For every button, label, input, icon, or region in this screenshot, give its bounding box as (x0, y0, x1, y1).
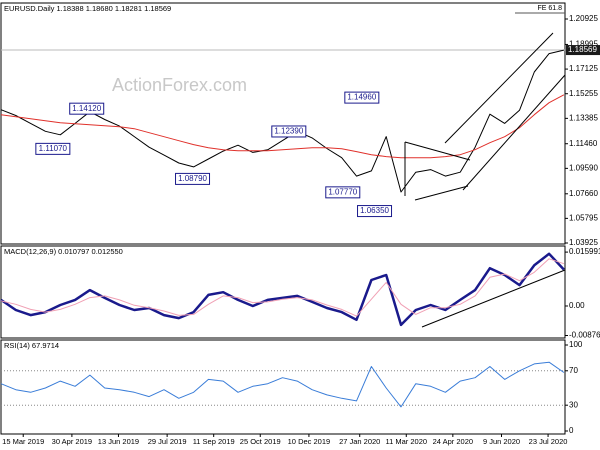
x-tick-label: 15 Mar 2019 (2, 437, 44, 446)
y-tick-label: 0.015991 (569, 247, 600, 256)
annotation-box (325, 186, 361, 199)
annotation-box (35, 142, 71, 155)
triangle-top (404, 141, 471, 161)
annotation-label: 1.14960 (347, 93, 376, 102)
y-tick-label: 1.03925 (569, 238, 598, 247)
x-tick-label: 11 Sep 2019 (193, 437, 235, 446)
y-tick-label: 100 (569, 340, 583, 349)
annotation-box (344, 91, 380, 104)
y-tick-label: 1.07660 (569, 189, 598, 198)
series-line (0, 94, 565, 159)
annotation-box (69, 102, 105, 115)
annotation-label: 1.07770 (328, 187, 357, 196)
annotation-label: 1.06350 (360, 206, 389, 215)
annotation-label: 1.11070 (39, 144, 68, 153)
panel-frame (0, 339, 566, 435)
watermark: ActionForex.com (112, 75, 247, 95)
x-tick-label: 30 Apr 2019 (52, 437, 92, 446)
annotation-box (175, 172, 211, 185)
y-tick-label: 1.13385 (569, 113, 598, 122)
y-tick-label: 0.00 (569, 301, 585, 310)
x-tick-label: 10 Dec 2019 (288, 437, 331, 446)
annotation-box (357, 205, 393, 218)
triangle-bottom (414, 185, 469, 201)
y-tick-label: 0 (569, 426, 574, 435)
fe-label: FE 61.8 (537, 5, 562, 12)
x-tick-label: 25 Oct 2019 (240, 437, 281, 446)
x-tick-label: 29 Jul 2019 (148, 437, 187, 446)
channel-bottom (462, 74, 566, 191)
annotation-box (271, 125, 307, 138)
y-tick-label: 1.17125 (569, 64, 598, 73)
y-tick-label: 1.20925 (569, 14, 598, 23)
y-tick-label: 30 (569, 400, 578, 409)
panel-title: EURUSD.Daily 1.18388 1.18680 1.18281 1.1… (4, 4, 171, 13)
price-box (566, 45, 600, 56)
panel-frame (0, 245, 566, 339)
x-tick-label: 24 Apr 2020 (433, 437, 473, 446)
channel-top (444, 32, 554, 144)
series-line (0, 258, 565, 317)
y-tick-label: 1.18995 (569, 40, 598, 49)
price-box-label: 1.18569 (568, 45, 597, 54)
y-tick-label: 1.15255 (569, 89, 598, 98)
x-tick-label: 27 Jan 2020 (339, 437, 380, 446)
panel-frame (0, 2, 566, 245)
series-line (0, 361, 565, 408)
x-tick-label: 9 Jun 2020 (483, 437, 520, 446)
y-tick-label: 70 (569, 366, 578, 375)
x-tick-label: 13 Jun 2019 (98, 437, 139, 446)
y-tick-label: 1.05795 (569, 213, 598, 222)
panel-title: RSI(14) 67.9714 (4, 341, 59, 350)
y-tick-label: 1.09590 (569, 163, 598, 172)
x-tick-label: 11 Mar 2020 (385, 437, 427, 446)
y-tick-label: 1.11460 (569, 139, 598, 148)
series-line (0, 252, 565, 327)
y-tick-label: -0.00876 (569, 331, 600, 340)
trendlines (404, 32, 566, 328)
annotation-label: 1.12390 (274, 127, 303, 136)
annotation-label: 1.08790 (178, 174, 207, 183)
panel-title: MACD(12,26,9) 0.010797 0.012550 (4, 247, 123, 256)
annotation-label: 1.14120 (72, 104, 101, 113)
x-tick-label: 23 Jul 2020 (529, 437, 568, 446)
macd-trendline (421, 269, 566, 328)
